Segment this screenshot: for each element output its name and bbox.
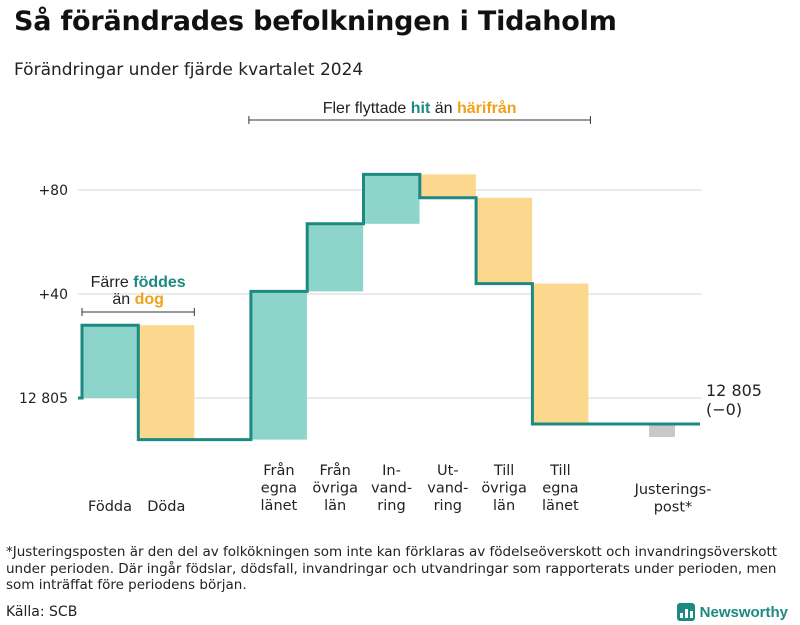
- cumulative-line: [78, 172, 700, 442]
- category-label-fran_egna_lanet: Från: [263, 462, 294, 479]
- category-label-utvandring: Ut-: [437, 463, 459, 479]
- annotation-highlight-out: dog: [135, 291, 164, 308]
- category-label-till_egna_lanet: Till: [549, 463, 571, 479]
- annotation-text: än: [430, 100, 457, 117]
- category-label-utvandring: ring: [434, 498, 462, 514]
- bar-till_egna_lanet: [532, 283, 589, 424]
- end-value-label: 12 805: [706, 381, 762, 400]
- category-label-fran_ovriga_lan: län: [324, 498, 346, 514]
- births-annotation-line1: Färre föddes: [91, 274, 186, 291]
- y-tick-label: +80: [38, 183, 68, 199]
- category-label-utvandring: vand-: [427, 481, 468, 497]
- annotation-text: Fler flyttade: [323, 100, 411, 117]
- category-label-justeringspost: Justerings-: [634, 482, 712, 498]
- category-label-till_egna_lanet: länet: [542, 498, 579, 514]
- category-label-fran_egna_lanet: länet: [261, 498, 298, 514]
- births-annotation-line2: än dog: [112, 291, 164, 308]
- category-label-till_ovriga_lan: Till: [493, 463, 515, 479]
- bar-chart-logo-icon: [676, 603, 695, 621]
- bar-fran_egna_lanet: [250, 291, 307, 440]
- category-label-fodda: Födda: [88, 499, 132, 515]
- brand-name: Newsworthy: [699, 603, 788, 621]
- category-label-till_ovriga_lan: övriga: [481, 481, 527, 497]
- category-label-invandring: vand-: [371, 481, 412, 497]
- annotation-text: Färre: [91, 274, 134, 291]
- annotation-highlight-out: härifrån: [457, 99, 517, 117]
- chart-title: Så förändrades befolkningen i Tidaholm: [14, 6, 617, 37]
- bar-utvandring: [419, 174, 476, 198]
- category-label-justeringspost: post*: [654, 500, 693, 516]
- migration-annotation: Fler flyttade hit än härifrån: [323, 99, 517, 117]
- annotation-highlight-in: hit: [411, 100, 431, 117]
- category-label-fran_egna_lanet: egna: [261, 481, 297, 497]
- annotation-highlight-in: föddes: [133, 274, 186, 291]
- bar-doda: [138, 325, 195, 440]
- y-tick-label: +40: [38, 287, 68, 303]
- category-label-fran_ovriga_lan: övriga: [312, 481, 358, 497]
- category-label-doda: Döda: [147, 499, 185, 515]
- bar-till_ovriga_lan: [476, 197, 533, 284]
- end-change-label: (−0): [706, 400, 742, 419]
- category-label-invandring: In-: [382, 463, 401, 479]
- chart-subtitle: Förändringar under fjärde kvartalet 2024: [14, 60, 364, 80]
- bar-fran_ovriga_lan: [307, 223, 364, 292]
- brand-logo: Newsworthy: [676, 601, 788, 623]
- footnote: *Justeringsposten är den del av folkökni…: [6, 544, 778, 593]
- category-label-till_ovriga_lan: län: [493, 498, 515, 514]
- category-label-till_egna_lanet: egna: [542, 481, 578, 497]
- y-tick-label: 12 805: [19, 391, 68, 407]
- bar-justeringspost: [649, 424, 675, 437]
- bar-fodda: [82, 325, 138, 398]
- category-label-fran_ovriga_lan: Från: [320, 462, 351, 479]
- source-label: Källa: SCB: [6, 604, 78, 620]
- annotation-text: än: [112, 291, 134, 308]
- bar-invandring: [363, 174, 420, 224]
- category-label-invandring: ring: [377, 498, 405, 514]
